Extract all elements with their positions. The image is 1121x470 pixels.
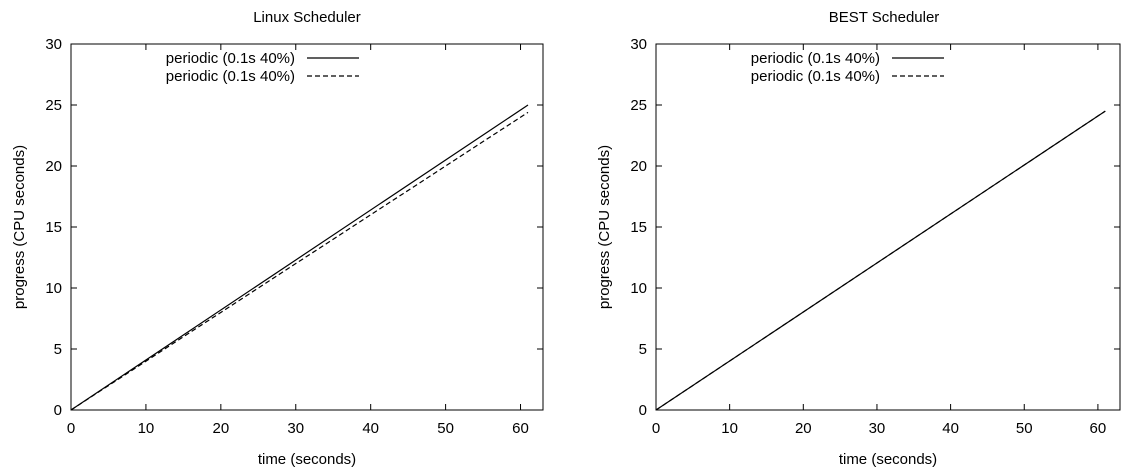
legend-label-1: periodic (0.1s 40%) — [751, 50, 880, 67]
x-tick-label: 30 — [869, 420, 886, 437]
legend-label-2: periodic (0.1s 40%) — [166, 68, 295, 85]
x-tick-label: 20 — [212, 420, 229, 437]
legend-label-2: periodic (0.1s 40%) — [751, 68, 880, 85]
chart-panel-2: BEST Scheduler 0 10 20 30 40 50 60 0 5 10 15 20 25 30 t… — [596, 9, 1121, 468]
x-tick-label: 0 — [67, 420, 75, 437]
x-axis-label: time (seconds) — [839, 451, 937, 468]
y-tick-label: 10 — [45, 280, 62, 297]
y-axis-label: progress (CPU seconds) — [11, 145, 28, 309]
x-tick-label: 50 — [1016, 420, 1033, 437]
y-tick-label: 25 — [45, 97, 62, 114]
y-tick-label: 30 — [45, 36, 62, 53]
y-tick-label: 15 — [45, 219, 62, 236]
x-tick-label: 60 — [512, 420, 529, 437]
plot-frame — [655, 43, 1121, 411]
x-tick-label: 20 — [795, 420, 812, 437]
y-tick-label: 0 — [639, 402, 647, 419]
series-line-1 — [70, 104, 529, 411]
x-tick-label: 0 — [652, 420, 660, 437]
y-tick-label: 5 — [54, 341, 62, 358]
series-line-2 — [70, 111, 529, 411]
y-tick-label: 30 — [630, 36, 647, 53]
plot-frame — [70, 43, 544, 411]
y-tick-label: 0 — [54, 402, 62, 419]
y-tick-label: 20 — [630, 158, 647, 175]
y-tick-label: 10 — [630, 280, 647, 297]
chart-title: Linux Scheduler — [253, 9, 361, 26]
x-axis-label: time (seconds) — [258, 451, 356, 468]
y-tick-label: 25 — [630, 97, 647, 114]
y-tick-label: 5 — [639, 341, 647, 358]
x-tick-label: 10 — [138, 420, 155, 437]
series-line-2 — [655, 110, 1106, 411]
x-tick-label: 60 — [1090, 420, 1107, 437]
chart-title: BEST Scheduler — [829, 9, 940, 26]
y-axis-label: progress (CPU seconds) — [596, 145, 613, 309]
x-tick-label: 50 — [437, 420, 454, 437]
x-tick-label: 40 — [362, 420, 379, 437]
x-tick-label: 40 — [942, 420, 959, 437]
x-tick-label: 10 — [721, 420, 738, 437]
legend-label-1: periodic (0.1s 40%) — [166, 50, 295, 67]
x-tick-label: 30 — [287, 420, 304, 437]
y-tick-label: 15 — [630, 219, 647, 236]
chart-panel-1: Linux Scheduler 0 10 20 30 40 50 60 0 5 10 15 20 25 30… — [11, 9, 544, 468]
y-tick-label: 20 — [45, 158, 62, 175]
